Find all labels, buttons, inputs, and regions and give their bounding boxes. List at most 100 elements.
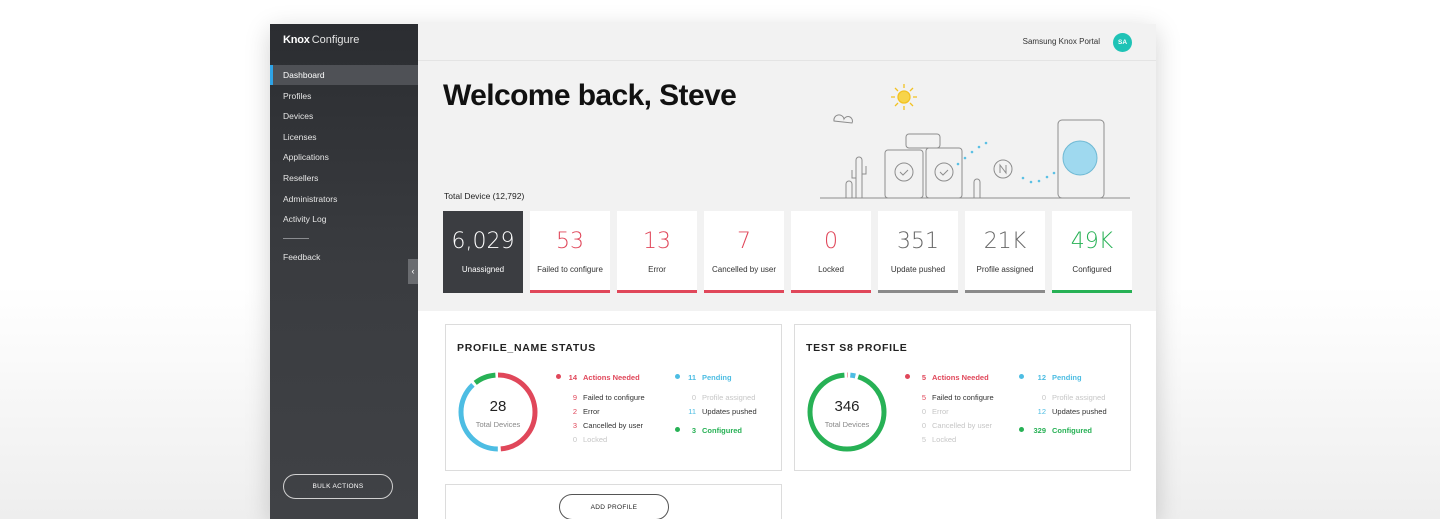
cactus-icon <box>851 156 867 198</box>
stat-profile-assigned[interactable]: 21K Profile assigned <box>965 211 1045 293</box>
legend-label: Locked <box>583 435 608 444</box>
donut-total: 346 <box>834 398 860 415</box>
legend-label: Pending <box>1052 373 1082 382</box>
brand-logo[interactable]: Knox Configure <box>283 34 359 46</box>
stat-value: 351 <box>897 229 939 254</box>
legend-count: 2 <box>572 407 577 416</box>
legend-configured[interactable]: 3 Configured <box>675 426 742 435</box>
legend-label: Error <box>932 407 949 416</box>
nav-divider <box>283 238 309 239</box>
legend-locked: 5 Locked <box>905 435 956 444</box>
legend-label: Failed to configure <box>583 393 645 402</box>
stat-value: 53 <box>556 229 584 254</box>
total-device-count: Total Device (12,792) <box>444 191 525 201</box>
legend-pending[interactable]: 12 Pending <box>1019 373 1082 382</box>
legend-count: 0 <box>921 421 926 430</box>
status-donut <box>458 372 538 452</box>
legend-configured[interactable]: 329 Configured <box>1019 426 1092 435</box>
legend-label: Profile assigned <box>702 393 756 402</box>
green-dot-icon <box>675 427 680 432</box>
check-icon <box>934 162 954 182</box>
stat-error[interactable]: 13 Error <box>617 211 697 293</box>
bulk-actions-button[interactable]: BULK ACTIONS <box>283 474 393 499</box>
stat-bar <box>1052 290 1132 293</box>
stat-bar <box>443 290 523 293</box>
stat-label: Update pushed <box>890 265 946 274</box>
stat-configured[interactable]: 49K Configured <box>1052 211 1132 293</box>
status-donut <box>807 372 887 452</box>
stat-value: 13 <box>643 229 671 254</box>
legend-actions-needed[interactable]: 5 Actions Needed <box>905 373 989 382</box>
phone-icon <box>884 149 924 199</box>
cloud-icon <box>833 114 853 124</box>
brand-name-bold: Knox <box>283 34 310 46</box>
legend-label: Configured <box>1052 426 1092 435</box>
legend-count: 14 <box>568 373 577 382</box>
avatar[interactable]: SA <box>1113 33 1132 52</box>
phone-icon <box>905 133 941 149</box>
legend-updates-pushed: 12 Updates pushed <box>1019 407 1107 416</box>
stat-cancelled-by-user[interactable]: 7 Cancelled by user <box>704 211 784 293</box>
legend-count: 12 <box>1037 407 1046 416</box>
sidebar-item-dashboard[interactable]: Dashboard <box>270 65 418 85</box>
legend-label: Updates pushed <box>702 407 757 416</box>
stat-update-pushed[interactable]: 351 Update pushed <box>878 211 958 293</box>
legend-count: 3 <box>691 426 696 435</box>
legend-count: 5 <box>921 393 926 402</box>
test-s8-profile-card[interactable]: TEST S8 PROFILE 346 Total Devices 5 Actio… <box>794 324 1131 471</box>
legend-actions-needed[interactable]: 14 Actions Needed <box>556 373 640 382</box>
legend-count: 329 <box>1033 426 1046 435</box>
signal-dots <box>956 141 1056 184</box>
add-profile-card: ADD PROFILE <box>445 484 782 519</box>
donut-label: Total Devices <box>475 420 521 429</box>
top-bar: Samsung Knox Portal SA <box>418 24 1156 61</box>
legend-label: Actions Needed <box>583 373 640 382</box>
sidebar-item-licenses[interactable]: Licenses <box>283 132 317 142</box>
sidebar-item-feedback[interactable]: Feedback <box>283 252 321 262</box>
red-dot-icon <box>556 374 561 379</box>
card-title: PROFILE_NAME STATUS <box>457 342 596 354</box>
sidebar-item-devices[interactable]: Devices <box>283 111 314 121</box>
legend-count: 5 <box>921 373 926 382</box>
phone-icon <box>925 147 963 199</box>
portal-name[interactable]: Samsung Knox Portal <box>1022 37 1100 46</box>
legend-count: 0 <box>691 393 696 402</box>
stat-label: Locked <box>818 265 844 274</box>
donut-segment-red <box>807 372 887 452</box>
legend-failed: 9 Failed to configure <box>556 393 645 402</box>
brand-name-light: Configure <box>311 34 360 46</box>
collapse-sidebar-handle[interactable]: ‹ <box>408 259 418 284</box>
stat-failed-to-configure[interactable]: 53 Failed to configure <box>530 211 610 293</box>
sidebar-item-resellers[interactable]: Resellers <box>283 173 319 183</box>
sidebar-item-profiles[interactable]: Profiles <box>283 91 312 101</box>
legend-failed: 5 Failed to configure <box>905 393 994 402</box>
legend-label: Error <box>583 407 600 416</box>
add-profile-button[interactable]: ADD PROFILE <box>559 494 669 519</box>
card-title: TEST S8 PROFILE <box>806 342 908 354</box>
stat-label: Failed to configure <box>537 265 603 274</box>
legend-count: 11 <box>688 373 696 382</box>
profile-status-card[interactable]: PROFILE_NAME STATUS 28 Total Devices 14 A… <box>445 324 782 471</box>
legend-cancelled: 0 Cancelled by user <box>905 421 992 430</box>
donut-segment-red <box>458 372 538 452</box>
main-content: Samsung Knox Portal SA Welcome back, Ste… <box>418 24 1156 519</box>
sidebar-item-administrators[interactable]: Administrators <box>283 194 338 204</box>
legend-label: Pending <box>702 373 732 382</box>
check-icon <box>894 162 914 182</box>
legend-count: 3 <box>572 421 577 430</box>
legend-label: Actions Needed <box>932 373 989 382</box>
devices-illustration <box>820 84 1130 199</box>
donut-label: Total Devices <box>824 420 870 429</box>
stat-value: 0 <box>824 229 838 254</box>
stat-bar <box>878 290 958 293</box>
phone-icon <box>1057 119 1105 199</box>
sidebar-item-activity-log[interactable]: Activity Log <box>283 214 327 224</box>
stat-locked[interactable]: 0 Locked <box>791 211 871 293</box>
legend-cancelled: 3 Cancelled by user <box>556 421 643 430</box>
page-title: Welcome back, Steve <box>443 79 737 112</box>
sidebar-item-applications[interactable]: Applications <box>283 152 329 162</box>
legend-label: Cancelled by user <box>583 421 644 430</box>
legend-pending[interactable]: 11 Pending <box>675 373 732 382</box>
stat-bar <box>617 290 697 293</box>
stat-unassigned[interactable]: 6,029 Unassigned <box>443 211 523 293</box>
